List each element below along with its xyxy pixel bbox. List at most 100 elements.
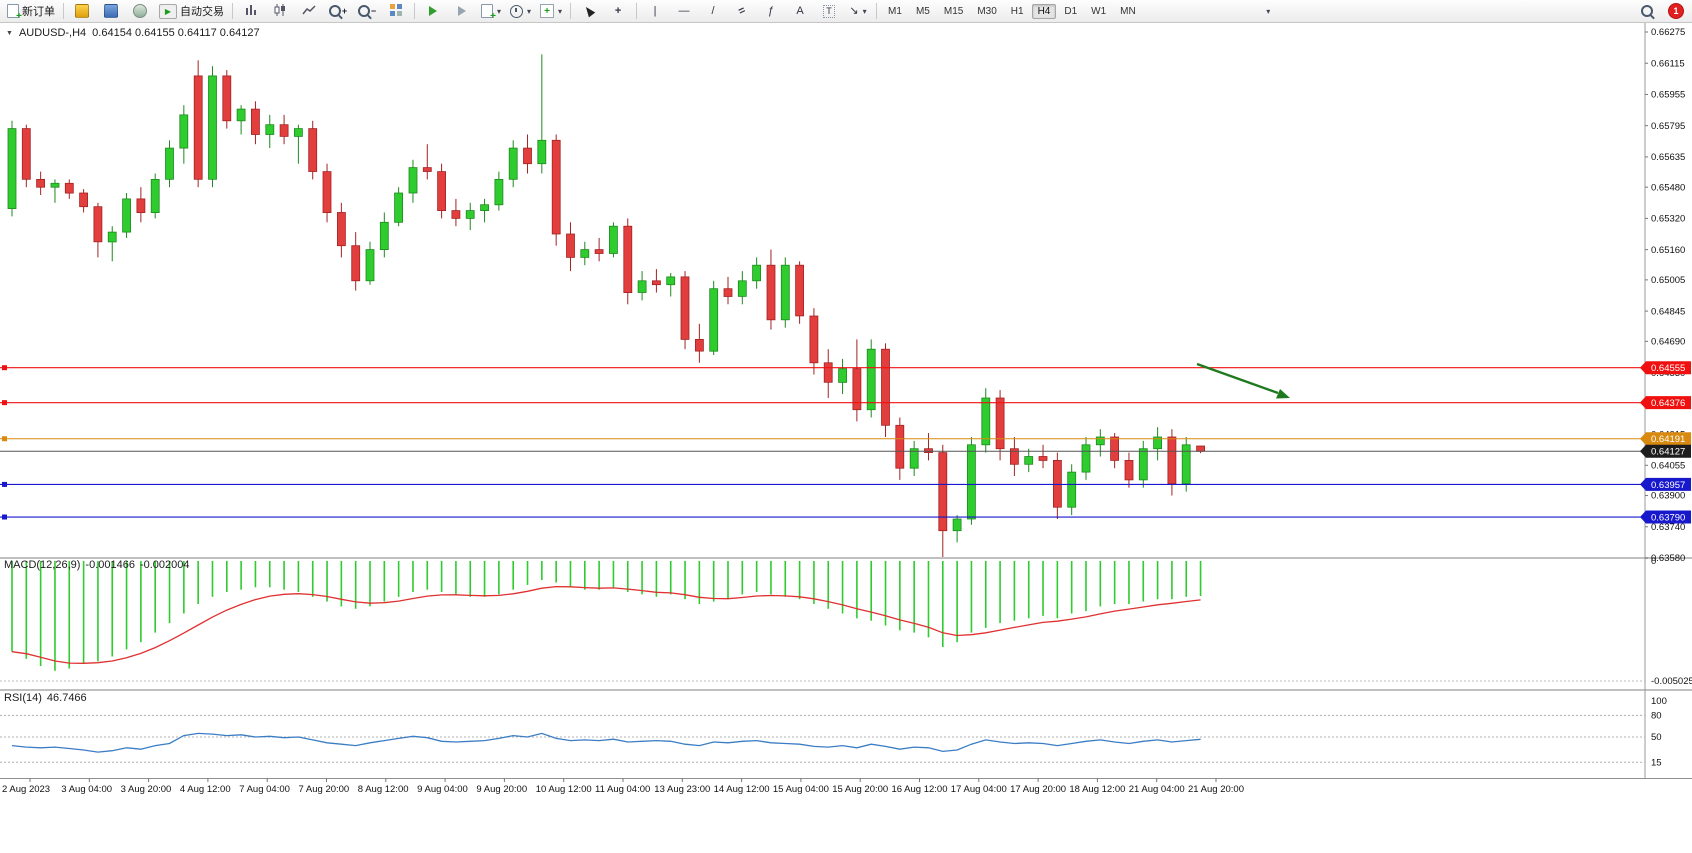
fibonacci-tool-button[interactable]: ƒ	[757, 1, 785, 22]
new-chart-button[interactable]: ▾	[477, 1, 505, 22]
rsi-indicator-label: RSI(14) 46.7466	[4, 692, 87, 704]
price-chart-canvas[interactable]: 0.66275 0.66115 0.65955 0.65795 0.65635 0.654…	[0, 23, 1692, 853]
timeframe-d1-button[interactable]: D1	[1064, 5, 1078, 17]
chart-symbol-period: AUDUSD-,H4	[18, 27, 87, 39]
bar-chart-button[interactable]	[237, 1, 265, 22]
candlestick-chart-button[interactable]	[266, 1, 294, 22]
rsi-name: RSI(14)	[4, 692, 42, 704]
svg-text:7 Aug 04:00: 7 Aug 04:00	[239, 784, 290, 795]
new-order-button[interactable]: 新订单	[3, 1, 59, 22]
tile-windows-button[interactable]	[382, 1, 410, 22]
autotrading-button[interactable]: ▶ 自动交易	[155, 1, 228, 22]
timeframe-mn-button[interactable]: MN	[1120, 5, 1136, 17]
timeframe-m5-button[interactable]: M5	[915, 5, 930, 17]
bar-chart-icon	[244, 3, 258, 20]
time-axis[interactable]	[0, 778, 1645, 800]
trendline-tool-button[interactable]: /	[699, 1, 727, 22]
toolbar-separator	[570, 3, 572, 19]
cursor-icon	[582, 4, 596, 18]
text-label-icon: T	[823, 4, 835, 18]
svg-text:0.63957: 0.63957	[1651, 480, 1685, 491]
svg-text:15 Aug 04:00: 15 Aug 04:00	[773, 784, 829, 795]
svg-text:0.66115: 0.66115	[1651, 58, 1685, 69]
timeframe-m15-button[interactable]: M15	[943, 5, 964, 17]
macd-value: -0.001466	[85, 559, 135, 571]
timeframe-m1-button[interactable]: M1	[888, 5, 902, 17]
svg-text:15 Aug 20:00: 15 Aug 20:00	[832, 784, 888, 795]
horizontal-line-icon: —	[678, 4, 690, 17]
toolbar-overflow-button[interactable]: ▾	[1254, 1, 1282, 22]
plus-icon: +	[341, 6, 348, 16]
svg-text:0.64845: 0.64845	[1651, 306, 1685, 317]
tile-windows-icon	[389, 3, 403, 20]
rsi-value: 46.7466	[46, 692, 87, 704]
svg-text:17 Aug 04:00: 17 Aug 04:00	[951, 784, 1007, 795]
strategy-tester-button[interactable]	[126, 1, 154, 22]
svg-text:0.63580: 0.63580	[1651, 553, 1685, 564]
line-chart-button[interactable]	[295, 1, 323, 22]
new-chart-icon	[481, 4, 496, 22]
svg-text:0.65005: 0.65005	[1651, 275, 1685, 286]
periods-button[interactable]: ▾	[506, 1, 535, 22]
cursor-button[interactable]	[575, 1, 603, 22]
chart-shift-button[interactable]	[448, 1, 476, 22]
text-label-tool-button[interactable]: T	[815, 1, 843, 22]
toolbar: 新订单 ▶ 自动交易 + −	[0, 0, 1692, 23]
toolbar-separator	[876, 3, 878, 19]
chevron-down-icon: ▾	[497, 6, 502, 16]
toolbar-right-cluster: 1	[1633, 1, 1689, 22]
window-menu-icon[interactable]: ▼	[6, 29, 13, 37]
svg-text:17 Aug 20:00: 17 Aug 20:00	[1010, 784, 1066, 795]
search-icon	[1641, 5, 1653, 17]
macd-name: MACD(12,26,9)	[4, 559, 81, 571]
channel-icon: =	[736, 3, 748, 18]
svg-text:0.65480: 0.65480	[1651, 182, 1685, 193]
svg-text:10 Aug 12:00: 10 Aug 12:00	[536, 784, 592, 795]
indicators-button[interactable]: + ▾	[536, 1, 566, 22]
strategy-tester-icon	[133, 4, 147, 18]
svg-text:4 Aug 12:00: 4 Aug 12:00	[180, 784, 231, 795]
arrows-tool-button[interactable]: ↘ ▾	[844, 1, 872, 22]
zoom-in-button[interactable]: +	[324, 1, 352, 22]
svg-text:9 Aug 04:00: 9 Aug 04:00	[417, 784, 468, 795]
svg-text:16 Aug 12:00: 16 Aug 12:00	[892, 784, 948, 795]
chevron-down-icon: ▾	[1266, 6, 1271, 16]
zoom-out-button[interactable]: −	[353, 1, 381, 22]
auto-scroll-button[interactable]	[419, 1, 447, 22]
timeframe-h1-button[interactable]: H1	[1010, 5, 1024, 17]
macd-signal-value: -0.002004	[139, 559, 190, 571]
vertical-line-tool-button[interactable]: |	[641, 1, 669, 22]
chevron-down-icon: ▾	[527, 6, 532, 16]
timeframe-m30-button[interactable]: M30	[977, 5, 997, 17]
channel-tool-button[interactable]: =	[728, 1, 756, 22]
timeframe-group: M1 M5 M15 M30 H1 H4 D1 W1 MN	[881, 3, 1143, 19]
horizontal-line-tool-button[interactable]: —	[670, 1, 698, 22]
terminal-button[interactable]	[97, 1, 125, 22]
svg-text:11 Aug 04:00: 11 Aug 04:00	[595, 784, 650, 795]
svg-text:18 Aug 12:00: 18 Aug 12:00	[1069, 784, 1125, 795]
svg-text:2 Aug 2023: 2 Aug 2023	[2, 784, 50, 795]
text-tool-icon: A	[796, 4, 804, 17]
notification-badge[interactable]: 1	[1669, 4, 1683, 18]
timeframe-w1-button[interactable]: W1	[1091, 5, 1107, 17]
svg-text:0.66275: 0.66275	[1651, 27, 1685, 38]
text-tool-button[interactable]: A	[786, 1, 814, 22]
timeframe-h4-button[interactable]: H4	[1031, 3, 1057, 19]
vertical-line-icon: |	[653, 4, 657, 17]
pane-splitter-rsi[interactable]	[0, 688, 1692, 692]
metaeditor-button[interactable]	[68, 1, 96, 22]
auto-scroll-icon	[429, 6, 437, 16]
candlestick-chart-icon	[273, 3, 287, 20]
chart-ohlc-values: 0.64154 0.64155 0.64117 0.64127	[92, 27, 260, 39]
svg-text:0.64555: 0.64555	[1651, 363, 1685, 374]
pane-splitter-macd[interactable]	[0, 556, 1692, 560]
price-axis[interactable]	[1645, 23, 1692, 756]
svg-text:21 Aug 20:00: 21 Aug 20:00	[1188, 784, 1244, 795]
crosshair-button[interactable]: +	[604, 1, 632, 22]
search-button[interactable]	[1633, 1, 1661, 22]
chevron-down-icon: ▾	[558, 6, 563, 16]
zoom-out-icon	[357, 5, 370, 17]
svg-text:0.63900: 0.63900	[1651, 491, 1685, 502]
indicators-icon: +	[540, 4, 555, 18]
